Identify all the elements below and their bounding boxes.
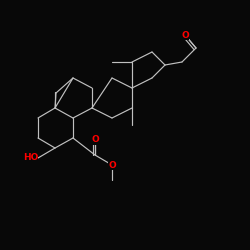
Text: O: O [181, 30, 189, 40]
Text: O: O [91, 136, 99, 144]
Text: O: O [108, 160, 116, 170]
Text: HO: HO [22, 154, 38, 162]
